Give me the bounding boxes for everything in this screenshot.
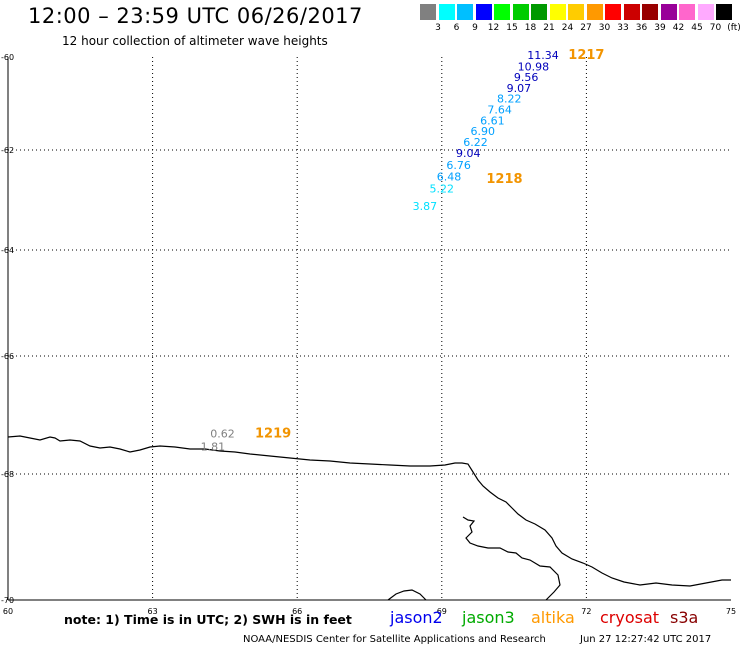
observations: 11.3410.989.569.078.227.646.616.906.229.… bbox=[201, 49, 559, 454]
satellite-altika: altika bbox=[531, 608, 575, 627]
wave-height-value: 8.22 bbox=[497, 93, 522, 106]
scale-label: 6 bbox=[453, 23, 460, 33]
wave-height-value: 6.61 bbox=[480, 114, 505, 127]
scale-label: 3 bbox=[435, 23, 441, 33]
latitude-labels: -60 -62 -64 -66 -68 -70 bbox=[1, 53, 14, 605]
lat-label: -66 bbox=[1, 352, 14, 361]
scale-swatch bbox=[660, 4, 677, 20]
lat-label: -62 bbox=[1, 146, 14, 155]
scale-unit: (ft) bbox=[727, 23, 740, 33]
lat-label: -60 bbox=[1, 53, 14, 62]
scale-swatch bbox=[457, 4, 473, 20]
wave-height-value: 6.90 bbox=[471, 125, 496, 138]
coastline-main bbox=[7, 435, 731, 587]
scale-swatch bbox=[475, 4, 492, 20]
wave-height-value: 5.22 bbox=[430, 183, 455, 196]
scale-label: 18 bbox=[524, 23, 537, 33]
lon-label: 63 bbox=[148, 607, 158, 616]
lon-label: 75 bbox=[726, 607, 736, 616]
scale-label: 12 bbox=[487, 23, 500, 33]
scale-swatch bbox=[568, 4, 584, 20]
track-time-label: 1217 bbox=[568, 48, 604, 63]
lon-label: 72 bbox=[581, 607, 591, 616]
scale-label: 45 bbox=[691, 23, 703, 33]
lon-label: 69 bbox=[437, 607, 447, 616]
lat-label: -68 bbox=[1, 470, 14, 479]
coastline-south bbox=[387, 589, 427, 601]
map-subtitle: 12 hour collection of altimeter wave hei… bbox=[62, 34, 328, 48]
scale-swatch bbox=[438, 4, 455, 20]
satellite-cryosat: cryosat bbox=[600, 608, 660, 627]
wave-height-value: 9.04 bbox=[456, 147, 481, 160]
map-grid bbox=[8, 57, 731, 600]
scale-swatch bbox=[494, 4, 510, 20]
satellite-s3a: s3a bbox=[670, 608, 699, 627]
scale-label: 39 bbox=[654, 23, 666, 33]
scale-swatch bbox=[531, 4, 547, 20]
track-time-label: 1219 bbox=[255, 426, 291, 441]
wave-height-value: 0.62 bbox=[210, 427, 235, 440]
wave-height-value: 6.76 bbox=[446, 159, 471, 172]
timestamp-text: Jun 27 12:27:42 UTC 2017 bbox=[580, 634, 712, 645]
satellite-jason2: jason2 bbox=[390, 608, 443, 627]
wave-height-value: 11.34 bbox=[527, 49, 559, 62]
scale-label: 9 bbox=[472, 23, 478, 33]
scale-label: 15 bbox=[506, 23, 518, 33]
scale-swatch bbox=[716, 4, 732, 20]
scale-label: 27 bbox=[580, 23, 592, 33]
credit-text: NOAA/NESDIS Center for Satellite Applica… bbox=[243, 634, 546, 645]
scale-swatch bbox=[512, 4, 529, 20]
lon-label: 60 bbox=[3, 607, 13, 616]
wave-height-value: 6.48 bbox=[437, 171, 462, 184]
scale-label: 33 bbox=[617, 23, 629, 33]
map-frame bbox=[7, 57, 731, 601]
lon-label: 66 bbox=[292, 607, 302, 616]
wave-height-value: 9.07 bbox=[507, 82, 532, 95]
scale-label: 21 bbox=[543, 23, 555, 33]
wave-height-value: 10.98 bbox=[518, 60, 550, 73]
scale-label: 30 bbox=[598, 23, 611, 33]
scale-swatch bbox=[549, 4, 566, 20]
scale-swatch bbox=[623, 4, 640, 20]
scale-swatch bbox=[679, 4, 695, 20]
lat-label: -70 bbox=[1, 596, 14, 605]
scale-label: 24 bbox=[561, 23, 574, 33]
wave-height-value: 1.81 bbox=[201, 440, 226, 453]
scale-swatch bbox=[420, 4, 436, 20]
wave-height-value: 7.64 bbox=[487, 104, 512, 117]
longitude-labels: 60 63 66 69 72 75 bbox=[3, 607, 736, 616]
satellite-jason3: jason3 bbox=[462, 608, 515, 627]
lat-label: -64 bbox=[1, 246, 14, 255]
scale-swatch bbox=[605, 4, 621, 20]
wave-height-value: 6.22 bbox=[463, 136, 488, 149]
footer-note: note: 1) Time is in UTC; 2) SWH is in fe… bbox=[64, 612, 352, 627]
track-time-label: 1218 bbox=[486, 172, 522, 187]
scale-label: 36 bbox=[635, 23, 648, 33]
map-title: 12:00 – 23:59 UTC 06/26/2017 bbox=[28, 4, 363, 28]
coastline-inlet bbox=[462, 516, 561, 601]
scale-swatch bbox=[586, 4, 603, 20]
wave-height-value: 9.56 bbox=[514, 71, 539, 84]
scale-label: 70 bbox=[709, 23, 722, 33]
coastline bbox=[7, 435, 731, 601]
wave-height-value: 3.87 bbox=[413, 200, 438, 213]
track-labels: 1217 1218 1219 bbox=[255, 48, 604, 442]
scale-swatch bbox=[642, 4, 658, 20]
scale-label: 42 bbox=[672, 23, 685, 33]
scale-swatch bbox=[697, 4, 714, 20]
